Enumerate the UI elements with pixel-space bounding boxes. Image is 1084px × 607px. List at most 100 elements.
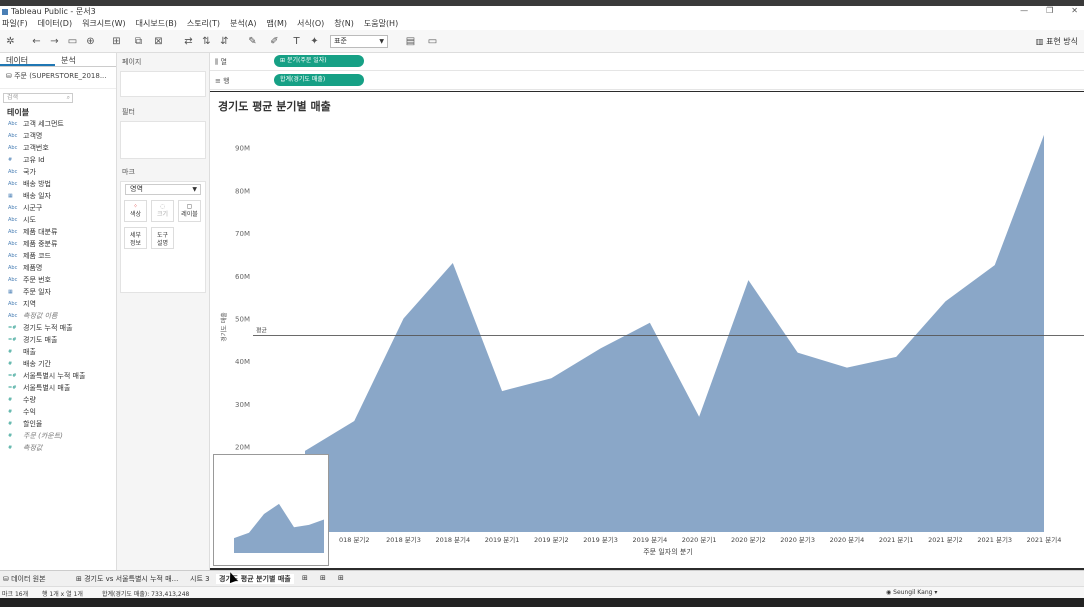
x-tick-label: 018 분기2 [339, 535, 370, 544]
field-label: 주문 (카운트) [23, 432, 63, 440]
rows-pill[interactable]: 합계(경기도 매출) [274, 74, 364, 86]
show-me-button[interactable]: ▥ 표현 방식 [1035, 37, 1078, 46]
columns-shelf[interactable]: ⫼ 열 ⊞ 분기(주문 일자) [210, 53, 1084, 71]
sort-desc-icon[interactable]: ⇵ [220, 36, 229, 47]
tab-dashboard-1[interactable]: ⊞ 경기도 vs 서울특별시 누적 매... [76, 575, 179, 583]
minimize-button[interactable]: — [1020, 6, 1029, 15]
show-cards-icon[interactable]: ▤ [405, 36, 416, 47]
field-item[interactable]: Abc 제품명 [0, 262, 116, 274]
menu-story[interactable]: 스토리(T) [186, 19, 221, 28]
detail-button[interactable]: 세부 정보 [124, 227, 147, 249]
columns-icon: ⫼ [215, 58, 221, 66]
field-item[interactable]: Abc 지역 [0, 298, 116, 310]
pin-icon[interactable]: ✦ [310, 36, 319, 47]
field-item[interactable]: Abc 시도 [0, 214, 116, 226]
field-item[interactable]: # 할인율 [0, 418, 116, 430]
field-type-icon: Abc [8, 313, 18, 319]
field-item[interactable]: =# 경기도 매출 [0, 334, 116, 346]
field-item[interactable]: Abc 고객번호 [0, 142, 116, 154]
field-item[interactable]: Abc 고객 세그먼트 [0, 118, 116, 130]
rows-shelf[interactable]: ≡ 행 합계(경기도 매출) [210, 72, 1084, 90]
label-button[interactable]: ▢ 레이블 [178, 200, 201, 222]
area-chart[interactable]: 20M 30M 40M 50M 60M 70M 80M 90M 경기도 매출 평균 018 분기2 2… [210, 92, 1084, 568]
x-tick-label: 2019 분기1 [485, 535, 520, 544]
save-icon[interactable]: ▭ [67, 36, 78, 47]
field-item[interactable]: Abc 고객명 [0, 130, 116, 142]
field-item[interactable]: # 고유 Id [0, 154, 116, 166]
tableau-home-icon[interactable]: ✲ [6, 36, 15, 47]
tooltip-button[interactable]: 도구 설명 [151, 227, 174, 249]
tab-datasource[interactable]: ⛁ 데이터 원본 [3, 575, 46, 583]
new-worksheet-tab-icon[interactable]: ⊞ [302, 574, 308, 582]
field-type-icon: ▦ [8, 193, 13, 199]
label-icon[interactable]: T [293, 36, 300, 47]
redo-icon[interactable]: → [50, 36, 59, 47]
new-worksheet-icon[interactable]: ⊞ [112, 36, 121, 47]
new-story-tab-icon[interactable]: ⊞ [338, 574, 344, 582]
field-item[interactable]: Abc 국가 [0, 166, 116, 178]
field-item[interactable]: Abc 측정값 이름 [0, 310, 116, 322]
field-item[interactable]: # 주문 (카운트) [0, 430, 116, 442]
field-item[interactable]: # 수량 [0, 394, 116, 406]
maximize-button[interactable]: ❐ [1046, 6, 1054, 15]
field-item[interactable]: # 배송 기간 [0, 358, 116, 370]
field-item[interactable]: Abc 제품 대분류 [0, 226, 116, 238]
user-menu[interactable]: ◉ Seungil Kang ▾ [886, 589, 938, 596]
datasource-item[interactable]: ⛁ 주문 (SUPERSTORE_2018... [0, 67, 116, 89]
field-item[interactable]: # 측정값 [0, 442, 116, 454]
field-item[interactable]: Abc 제품 코드 [0, 250, 116, 262]
color-button[interactable]: ⁘ 색상 [124, 200, 147, 222]
group-icon[interactable]: ✐ [270, 36, 279, 47]
field-item[interactable]: ▦ 배송 일자 [0, 190, 116, 202]
fit-select[interactable]: 표준 ▼ [330, 35, 388, 48]
tab-active-sheet[interactable]: 경기도 평균 분기별 매출 [216, 574, 294, 584]
field-item[interactable]: Abc 제품 중분류 [0, 238, 116, 250]
filters-shelf[interactable] [120, 121, 206, 159]
menu-map[interactable]: 맵(M) [266, 19, 287, 28]
area-series[interactable] [305, 134, 1044, 532]
shelves: ⫼ 열 ⊞ 분기(주문 일자) ≡ 행 합계(경기도 매출) [210, 53, 1084, 91]
field-item[interactable]: =# 서울특별시 누적 매출 [0, 370, 116, 382]
x-tick-label: 2019 분기4 [633, 535, 668, 544]
menu-help[interactable]: 도움말(H) [363, 19, 399, 28]
field-item[interactable]: # 수익 [0, 406, 116, 418]
menu-window[interactable]: 창(N) [334, 19, 354, 28]
x-tick-label: 2020 분기1 [682, 535, 717, 544]
clear-sheet-icon[interactable]: ⊠ [154, 36, 163, 47]
sort-asc-icon[interactable]: ⇅ [202, 36, 211, 47]
highlight-icon[interactable]: ✎ [248, 36, 257, 47]
x-tick-label: 2020 분기2 [731, 535, 766, 544]
field-item[interactable]: Abc 주문 번호 [0, 274, 116, 286]
menu-worksheet[interactable]: 워크시트(W) [82, 19, 126, 28]
new-datasource-icon[interactable]: ⊕ [86, 36, 95, 47]
field-label: 수량 [23, 396, 36, 404]
field-type-icon: # [8, 445, 13, 451]
undo-icon[interactable]: ← [32, 36, 41, 47]
search-input[interactable]: 검색 ⌕ [3, 93, 73, 103]
menu-format[interactable]: 서식(O) [297, 19, 325, 28]
field-item[interactable]: ▦ 주문 일자 [0, 286, 116, 298]
close-button[interactable]: ✕ [1071, 6, 1078, 15]
columns-pill[interactable]: ⊞ 분기(주문 일자) [274, 55, 364, 67]
tab-analytics[interactable]: 분석 [61, 56, 76, 65]
duplicate-sheet-icon[interactable]: ⧉ [134, 36, 143, 47]
size-button[interactable]: ◌ 크기 [151, 200, 174, 222]
new-dashboard-tab-icon[interactable]: ⊞ [320, 574, 326, 582]
swap-icon[interactable]: ⇄ [184, 36, 193, 47]
presentation-icon[interactable]: ▭ [427, 36, 438, 47]
menu-analysis[interactable]: 분석(A) [230, 19, 257, 28]
mark-type-select[interactable]: 영역 ▼ [125, 184, 201, 195]
field-item[interactable]: =# 경기도 누적 매출 [0, 322, 116, 334]
tab-sheet-3[interactable]: 시트 3 [190, 575, 210, 583]
menu-dashboard[interactable]: 대시보드(B) [135, 19, 177, 28]
field-item[interactable]: # 매출 [0, 346, 116, 358]
field-item[interactable]: Abc 배송 방법 [0, 178, 116, 190]
field-item[interactable]: Abc 시군구 [0, 202, 116, 214]
menu-file[interactable]: 파일(F) [2, 19, 28, 28]
field-label: 서울특별시 누적 매출 [23, 372, 86, 380]
tab-data[interactable]: 데이터 [0, 53, 55, 66]
menu-data[interactable]: 데이터(D) [37, 19, 73, 28]
field-item[interactable]: =# 서울특별시 매출 [0, 382, 116, 394]
pages-shelf[interactable] [120, 71, 206, 97]
chart-title: 경기도 평균 분기별 매출 [218, 100, 331, 113]
